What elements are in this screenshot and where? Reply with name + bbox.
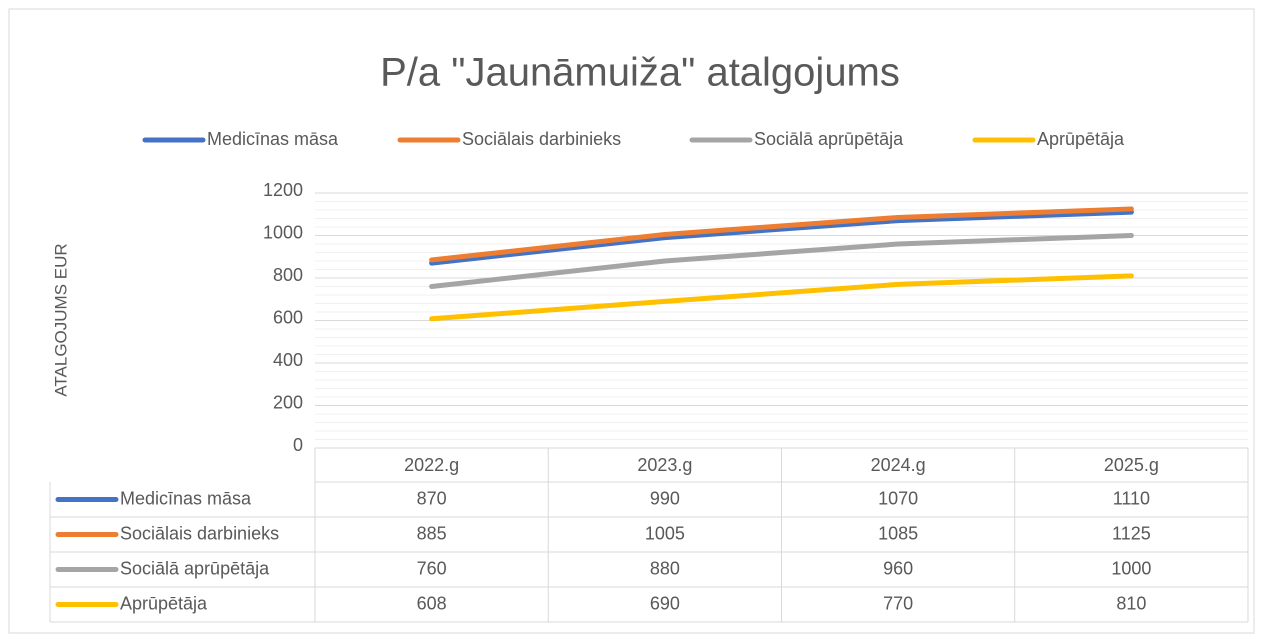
y-tick-label: 1200	[263, 180, 303, 200]
legend-label: Aprūpētāja	[1037, 129, 1125, 149]
table-value: 1125	[1112, 523, 1151, 543]
table-value: 760	[417, 558, 447, 578]
y-tick-label: 1000	[263, 222, 303, 242]
table-value: 1005	[645, 523, 685, 543]
x-tick-label: 2025.g	[1104, 455, 1159, 475]
table-series-name: Sociālais darbinieks	[120, 523, 279, 543]
y-tick-label: 600	[273, 307, 303, 327]
y-axis-label: ATALGOJUMS EUR	[51, 243, 70, 396]
table-series-name: Sociālā aprūpētāja	[120, 558, 270, 578]
legend-label: Sociālā aprūpētāja	[754, 129, 904, 149]
y-tick-label: 0	[293, 435, 303, 455]
table-value: 885	[417, 523, 447, 543]
table-series-name: Aprūpētāja	[120, 593, 208, 613]
x-tick-label: 2024.g	[871, 455, 926, 475]
x-tick-label: 2022.g	[404, 455, 459, 475]
table-value: 608	[417, 593, 447, 613]
legend-label: Sociālais darbinieks	[462, 129, 621, 149]
table-value: 770	[883, 593, 913, 613]
y-tick-label: 400	[273, 350, 303, 370]
table-value: 870	[417, 488, 447, 508]
table-value: 810	[1116, 593, 1146, 613]
table-value: 990	[650, 488, 680, 508]
table-series-name: Medicīnas māsa	[120, 488, 252, 508]
table-value: 1000	[1111, 558, 1151, 578]
series-line	[429, 233, 1134, 289]
series-line	[429, 209, 1134, 266]
y-tick-label: 200	[273, 392, 303, 412]
x-tick-label: 2023.g	[637, 455, 692, 475]
series-line	[429, 273, 1134, 322]
series-line	[429, 206, 1134, 263]
chart-title: P/a "Jaunāmuiža" atalgojums	[380, 51, 900, 95]
table-value: 960	[883, 558, 913, 578]
table-value: 690	[650, 593, 680, 613]
legend-label: Medicīnas māsa	[207, 129, 339, 149]
table-value: 1085	[878, 523, 918, 543]
y-tick-label: 800	[273, 265, 303, 285]
table-value: 1070	[878, 488, 918, 508]
table-value: 1110	[1113, 488, 1150, 508]
table-value: 880	[650, 558, 680, 578]
